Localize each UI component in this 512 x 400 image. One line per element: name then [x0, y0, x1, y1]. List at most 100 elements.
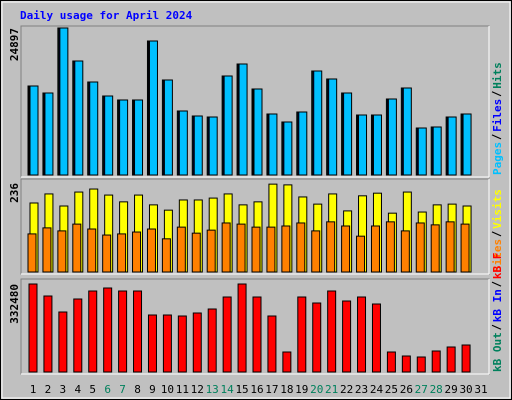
x-tick-label: 21 [325, 383, 338, 396]
bar [415, 222, 425, 273]
bar [208, 116, 218, 176]
y-tick-label: 24897 [8, 28, 21, 61]
legend-separator [491, 231, 502, 237]
bar [222, 296, 232, 373]
bar [430, 224, 440, 273]
bar [370, 225, 380, 273]
x-tick-label: 17 [265, 383, 278, 396]
bar [132, 231, 142, 273]
legend-separator [491, 281, 502, 287]
bar [313, 70, 323, 176]
x-tick-label: 3 [60, 383, 67, 396]
x-tick-label: 26 [400, 383, 413, 396]
bar [462, 113, 472, 176]
x-tick-label: 15 [235, 383, 248, 396]
bar [161, 238, 171, 273]
x-tick-label: 22 [340, 383, 353, 396]
bar [447, 116, 457, 176]
legend-separator [491, 324, 502, 330]
y-tick-label: 332480 [8, 284, 21, 324]
bar [72, 223, 82, 273]
bar [402, 87, 412, 176]
bar [237, 283, 247, 373]
y-tick-label: 236 [8, 183, 21, 203]
bar [386, 351, 396, 373]
bar [268, 113, 278, 176]
bar [162, 314, 172, 373]
bar [223, 75, 233, 176]
legend-label: kB In [491, 289, 504, 322]
bar [57, 230, 67, 273]
bar [281, 225, 291, 273]
bar [103, 287, 113, 373]
bar [238, 63, 248, 176]
bar [163, 79, 173, 176]
bar [252, 296, 262, 373]
x-tick-label: 4 [74, 383, 81, 396]
bar [146, 228, 156, 273]
bar [341, 225, 351, 273]
x-tick-label: 27 [415, 383, 428, 396]
bar [445, 221, 455, 273]
bar [221, 222, 231, 273]
bar [236, 223, 246, 273]
bar [43, 295, 53, 373]
bar [431, 350, 441, 373]
x-tick-label: 16 [250, 383, 263, 396]
bar [29, 85, 39, 176]
bar [133, 290, 143, 373]
x-tick-label: 5 [89, 383, 96, 396]
bar [147, 314, 157, 373]
x-tick-label: 19 [295, 383, 308, 396]
bar [283, 121, 293, 176]
bar [385, 221, 395, 273]
bar [206, 229, 216, 273]
legend-label: Visits [491, 189, 504, 229]
bar [88, 290, 98, 373]
legend-label: kB F [491, 253, 504, 280]
x-tick-label: 1 [30, 383, 37, 396]
bar [192, 312, 202, 373]
legend: kB Out kB In kB F [491, 253, 504, 372]
bar [44, 92, 54, 176]
bar [328, 78, 338, 176]
bar [342, 300, 352, 373]
bar [42, 227, 52, 273]
bar [282, 351, 292, 373]
bar [59, 27, 69, 176]
bar [28, 283, 38, 373]
bar [372, 114, 382, 176]
bar [297, 296, 307, 373]
x-tick-label: 18 [280, 383, 293, 396]
bar [460, 223, 470, 273]
bar [343, 92, 353, 176]
x-tick-label: 9 [149, 383, 156, 396]
bar [387, 98, 397, 176]
bar [176, 226, 186, 273]
legend-separator [491, 134, 502, 140]
bar [401, 355, 411, 373]
legend-label: Hits [491, 62, 504, 89]
bar [104, 95, 114, 176]
bar [417, 127, 427, 176]
bar [207, 308, 217, 373]
bar [253, 88, 263, 176]
x-tick-label: 14 [221, 383, 235, 396]
x-tick-label: 8 [134, 383, 141, 396]
bar [311, 230, 321, 273]
bar [27, 233, 37, 273]
bar [446, 346, 456, 373]
bar [117, 233, 127, 273]
bar [327, 290, 337, 373]
x-tick-label: 23 [355, 383, 368, 396]
x-tick-label: 12 [191, 383, 204, 396]
x-tick-label: 24 [370, 383, 384, 396]
x-tick-label: 13 [206, 383, 219, 396]
legend: Sites Visits [491, 189, 504, 272]
bar [357, 296, 367, 373]
bar [58, 311, 68, 373]
bar [358, 114, 368, 176]
bar [416, 356, 426, 373]
bar [118, 290, 128, 373]
chart-title: Daily usage for April 2024 [20, 9, 193, 22]
